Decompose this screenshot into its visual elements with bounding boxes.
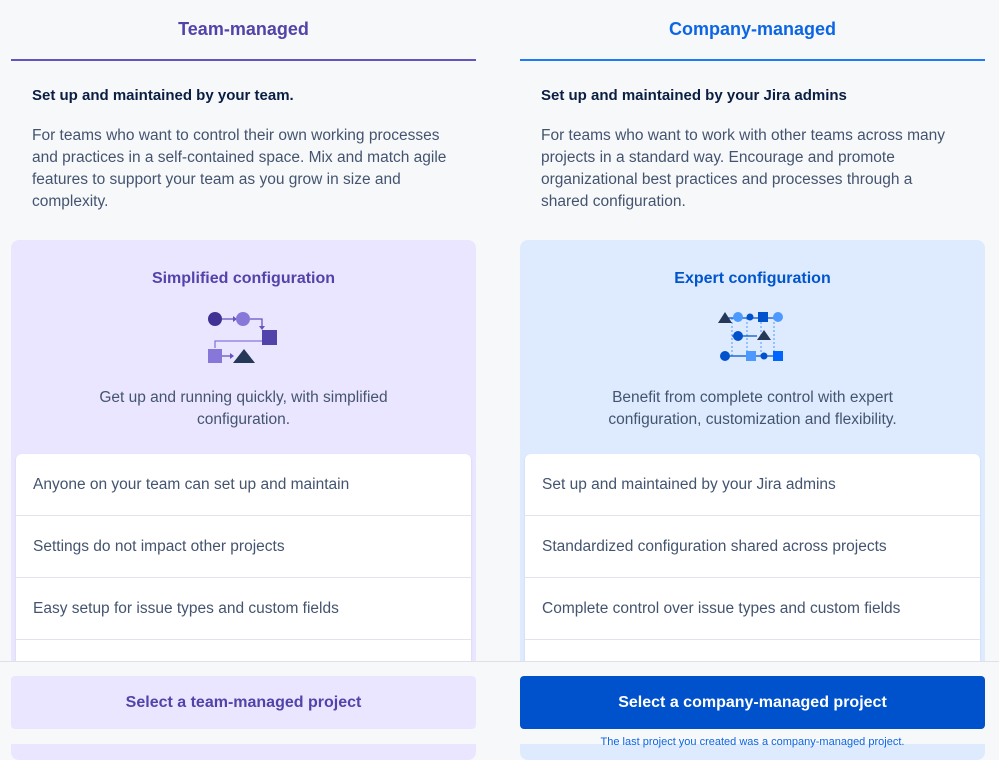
expert-configuration-description: Benefit from complete control with exper… (608, 389, 897, 428)
team-managed-subhead: Set up and maintained by your team. (32, 87, 294, 104)
team-managed-column: Team-managed Set up and maintained by yo… (11, 0, 476, 760)
list-item: Easy setup for issue types and custom fi… (16, 578, 471, 640)
expert-workflow-icon (717, 312, 783, 361)
simplified-workflow-icon (207, 312, 277, 363)
simplified-configuration-title: Simplified configuration (151, 270, 336, 287)
select-company-managed-button[interactable]: Select a company-managed project (520, 676, 985, 729)
list-item: Settings do not impact other projects (16, 516, 471, 578)
list-item: Complete control over issue types and cu… (525, 578, 980, 640)
team-managed-tab[interactable]: Team-managed (11, 0, 476, 61)
list-item: Set up and maintained by your Jira admin… (525, 454, 980, 516)
company-managed-tab[interactable]: Company-managed (520, 0, 985, 61)
last-project-note: The last project you created was a compa… (600, 736, 905, 748)
expert-configuration-title: Expert configuration (674, 270, 831, 287)
company-managed-column: Company-managed Set up and maintained by… (520, 0, 985, 760)
team-managed-description: For teams who want to control their own … (32, 127, 447, 210)
company-feature-list: Set up and maintained by your Jira admin… (525, 454, 980, 702)
list-item: Standardized configuration shared across… (525, 516, 980, 578)
select-team-managed-button[interactable]: Select a team-managed project (11, 676, 476, 729)
company-managed-description: For teams who want to work with other te… (541, 127, 946, 210)
team-feature-list: Anyone on your team can set up and maint… (16, 454, 471, 702)
simplified-configuration-description: Get up and running quickly, with simplif… (99, 389, 388, 428)
list-item: Anyone on your team can set up and maint… (16, 454, 471, 516)
company-managed-subhead: Set up and maintained by your Jira admin… (541, 87, 847, 104)
